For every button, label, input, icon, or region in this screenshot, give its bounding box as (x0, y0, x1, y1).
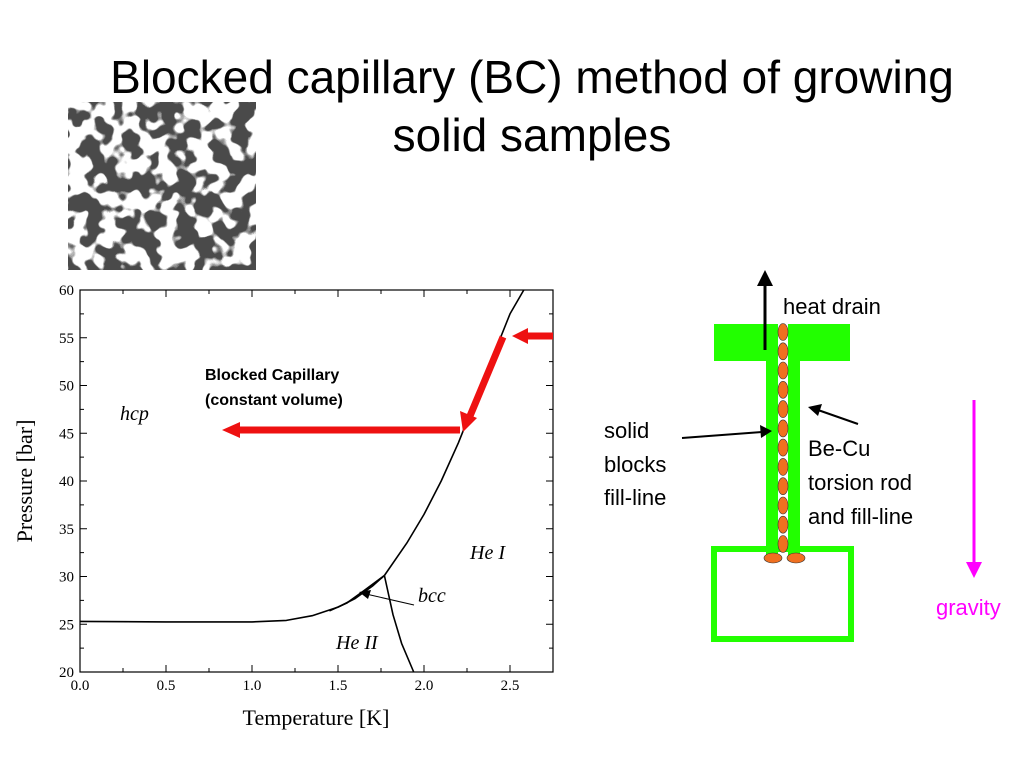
y-tick-label: 55 (59, 331, 74, 347)
solid-block (777, 400, 789, 418)
bcc-pointer-head (359, 590, 371, 599)
solid-block (777, 361, 789, 380)
phase-boundary-0 (79, 574, 385, 623)
gravity-arrow-head (966, 562, 982, 578)
solid-blocks-label-2: blocks (604, 452, 666, 477)
apparatus-diagram: heat drain solid blocks fill-line Be-Cu … (604, 270, 1001, 642)
solid-block (777, 342, 789, 361)
y-tick-labels: 20 25 30 35 40 45 50 55 60 (59, 283, 74, 681)
solid-blocks-pointer-head (760, 425, 772, 438)
x-tick-labels: 0.0 0.5 1.0 1.5 2.0 2.5 (71, 678, 520, 694)
phase-boundary-3 (329, 574, 385, 612)
axis-ticks (79, 289, 553, 673)
torsion-rod-label-1: Be-Cu (808, 436, 870, 461)
x-tick-label: 1.0 (243, 678, 262, 694)
solid-block (777, 419, 789, 438)
gravity-label: gravity (936, 595, 1001, 620)
x-tick-label: 0.5 (157, 678, 176, 694)
solid-block-left-base (763, 552, 783, 564)
red-arrow-descent (466, 335, 507, 418)
x-axis-label: Temperature [K] (243, 705, 390, 730)
solid-block (777, 458, 789, 476)
torsion-rod-label-3: and fill-line (808, 504, 913, 529)
torsion-rod-pointer-head (808, 404, 822, 416)
bcc-pointer-line (365, 593, 415, 606)
red-arrow-entry-head (512, 328, 528, 344)
annotation-line1: Blocked Capillary (205, 367, 339, 384)
solid-block (777, 438, 789, 457)
y-axis-label: Pressure [bar] (12, 420, 37, 543)
annotation-line2: (constant volume) (205, 392, 343, 409)
heat-drain-arrow-head (757, 270, 773, 286)
solid-block-right-base (786, 552, 806, 564)
phase-boundary-1 (383, 289, 525, 576)
y-tick-label: 40 (59, 474, 74, 490)
y-tick-label: 25 (59, 617, 74, 633)
heat-drain-label: heat drain (783, 294, 881, 319)
torsion-rod-label-2: torsion rod (808, 470, 912, 495)
solid-blocks (777, 323, 789, 553)
x-tick-label: 2.0 (415, 678, 434, 694)
y-tick-label: 60 (59, 283, 74, 299)
phase-diagram-chart: 0.0 0.5 1.0 1.5 2.0 2.5 20 25 30 35 40 45 50 55 60 Bl… (12, 283, 554, 730)
y-tick-label: 50 (59, 379, 74, 395)
solid-block (777, 515, 789, 534)
y-tick-label: 35 (59, 522, 74, 538)
region-label-hcp: hcp (120, 403, 149, 425)
microstructure-image (68, 102, 256, 270)
region-label-he-i: He I (469, 542, 506, 564)
x-tick-label: 0.0 (71, 678, 90, 694)
solid-block (777, 477, 789, 495)
solid-block (777, 323, 789, 341)
y-tick-label: 45 (59, 426, 74, 442)
solid-block (777, 381, 789, 399)
slide-title-line1: Blocked capillary (BC) method of growing (110, 51, 954, 103)
y-tick-label: 20 (59, 665, 74, 681)
phase-boundary-2 (383, 575, 415, 673)
slide-title-line2: solid samples (392, 109, 672, 161)
red-arrow-descent-head (460, 411, 477, 432)
red-arrows (222, 328, 553, 438)
x-tick-label: 1.5 (329, 678, 348, 694)
torsion-rod-pointer (817, 409, 859, 425)
x-tick-label: 2.5 (501, 678, 520, 694)
red-arrow-blocked-head (222, 422, 240, 438)
region-label-bcc: bcc (418, 585, 446, 607)
solid-blocks-label-3: fill-line (604, 485, 666, 510)
region-label-he-ii: He II (335, 632, 379, 654)
sample-cell (711, 546, 854, 642)
solid-blocks-label-1: solid (604, 418, 649, 443)
slide-title: Blocked capillary (BC) method of growing… (40, 48, 1024, 164)
y-tick-label: 30 (59, 570, 74, 586)
phase-boundaries (79, 289, 525, 673)
solid-block (777, 496, 789, 515)
solid-block (777, 535, 789, 553)
solid-blocks-pointer (681, 431, 763, 439)
